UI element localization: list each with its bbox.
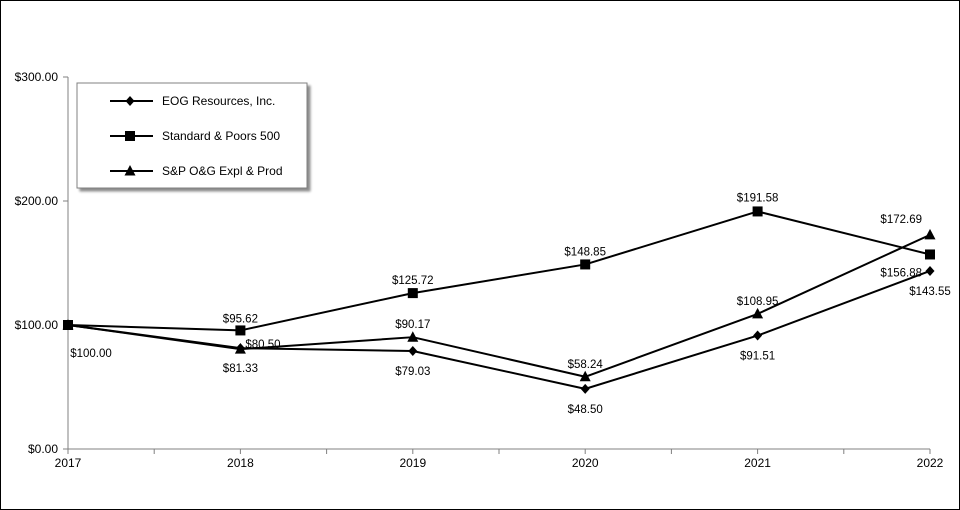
data-point-triangle (407, 331, 419, 342)
data-label: $80.50 (245, 339, 280, 351)
y-tick-label: $100.00 (15, 318, 59, 332)
legend-entry-label: Standard & Poors 500 (162, 129, 280, 143)
data-label: $156.88 (880, 267, 922, 279)
legend: EOG Resources, Inc. Standard & Poors 500 S… (76, 82, 308, 189)
x-tick-label: 2017 (55, 456, 82, 470)
data-labels: $100.00 $81.33 $79.03 $48.50 $91.51 $143.55 $9… (70, 192, 951, 415)
data-label: $81.33 (223, 363, 258, 375)
x-tick-label: 2019 (399, 456, 426, 470)
legend-entry-label: EOG Resources, Inc. (162, 94, 275, 108)
data-label: $91.51 (740, 351, 775, 363)
data-label: $191.58 (737, 192, 779, 204)
data-point-triangle (924, 228, 936, 240)
data-label: $48.50 (568, 404, 603, 416)
data-point-square (752, 206, 763, 217)
data-point-square (235, 325, 246, 336)
series-line-2 (67, 233, 931, 378)
legend-marker-square (125, 131, 135, 141)
data-label: $143.55 (909, 286, 951, 298)
data-label: $125.72 (392, 275, 434, 287)
x-tick-label: 2021 (744, 456, 771, 470)
x-tick-label: 2018 (227, 456, 254, 470)
data-point-square (580, 259, 591, 270)
data-point-diamond (408, 346, 418, 357)
data-point-triangle (62, 319, 74, 330)
data-label: $90.17 (395, 319, 430, 331)
data-point-square (407, 288, 418, 299)
data-label: $172.69 (880, 214, 922, 226)
data-label: $79.03 (395, 366, 430, 378)
series-line-1 (67, 210, 931, 332)
x-tick-label: 2020 (572, 456, 599, 470)
data-point-diamond (925, 265, 935, 276)
data-label: $148.85 (564, 246, 606, 258)
axes: $0.00 $100.00 $200.00 $300.00 2017 2018 2019 20… (15, 70, 944, 470)
data-label: $58.24 (568, 359, 604, 371)
data-point-triangle (234, 343, 246, 354)
data-label: $100.00 (70, 348, 112, 360)
data-label: $108.95 (737, 296, 779, 308)
y-tick-label: $0.00 (28, 442, 58, 456)
y-tick-label: $300.00 (15, 70, 59, 84)
series-lines (67, 210, 931, 390)
series-markers (62, 206, 936, 394)
data-label: $95.62 (223, 313, 258, 325)
data-point-diamond (753, 330, 763, 341)
legend-marker-triangle (124, 165, 136, 176)
legend-marker-diamond (125, 96, 135, 106)
data-point-triangle (579, 370, 591, 382)
data-point-diamond (580, 383, 590, 394)
x-tick-label: 2022 (917, 456, 944, 470)
legend-entry-label: S&P O&G Expl & Prod (162, 164, 283, 178)
data-point-triangle (752, 307, 764, 319)
data-point-square (925, 249, 935, 260)
y-tick-label: $200.00 (15, 194, 59, 208)
